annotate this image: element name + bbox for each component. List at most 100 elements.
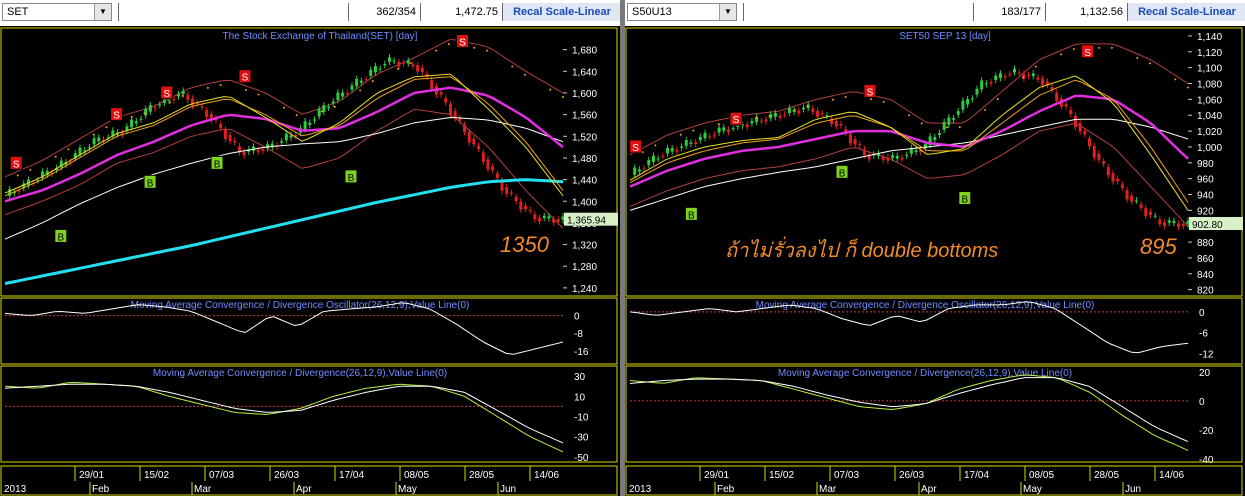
chart-background — [625, 26, 1245, 496]
y-tick-label: 940 — [1197, 191, 1214, 202]
candle-body — [533, 214, 537, 220]
candle-body — [952, 118, 956, 120]
chart-panel-right: S50U13 ▼ 183/177 1,132.56 Recal Scale-Li… — [625, 0, 1245, 496]
candle-body — [439, 92, 443, 95]
osc-tick-label: -16 — [574, 347, 589, 358]
candle-body — [158, 104, 162, 106]
chevron-down-icon[interactable]: ▼ — [94, 4, 111, 20]
signal-marker-s — [110, 107, 124, 122]
date-label: 28/05 — [1094, 470, 1119, 481]
chart-canvas[interactable]: SET50 SEP 13 [day]8208408608809009209409… — [625, 26, 1245, 496]
y-tick-label: 1,560 — [572, 111, 597, 122]
candle-body — [1041, 78, 1045, 86]
candle-body — [561, 216, 565, 220]
candle-body — [378, 68, 382, 70]
recal-scale-button[interactable]: Recal Scale-Linear — [502, 3, 621, 21]
sar-dot — [485, 49, 488, 52]
candle-body — [1130, 195, 1134, 202]
candle-body — [547, 216, 551, 219]
candle-body — [966, 99, 970, 105]
symbol-select[interactable]: SET ▼ — [2, 3, 112, 21]
candle-body — [1106, 167, 1110, 176]
candle-body — [947, 117, 951, 125]
signal-marker-s — [456, 34, 470, 49]
signal-label: S — [459, 38, 466, 49]
candle-body — [1148, 211, 1152, 215]
candle-body — [219, 123, 223, 129]
candle-body — [801, 107, 805, 110]
pane-frame — [625, 297, 1243, 365]
signal-marker-b — [835, 164, 849, 179]
signal-label: S — [733, 115, 740, 126]
sar-dot — [283, 106, 285, 109]
symbol-value: SET — [7, 6, 29, 18]
candle-body — [481, 152, 485, 162]
date-label: 28/05 — [469, 470, 494, 481]
candle-body — [12, 191, 16, 194]
candle-body — [769, 114, 773, 119]
candle-body — [881, 156, 885, 160]
candle-body — [717, 127, 721, 133]
chevron-down-icon[interactable]: ▼ — [719, 4, 736, 20]
candle-body — [811, 108, 815, 113]
candle-body — [956, 111, 960, 115]
candle-body — [787, 108, 791, 114]
sar-dot — [946, 126, 949, 129]
panel-divider[interactable] — [620, 0, 625, 496]
candle-body — [994, 75, 998, 81]
candle-body — [59, 160, 63, 168]
signal-marker-s — [160, 85, 174, 100]
candle-body — [514, 197, 518, 202]
candle-body — [331, 101, 335, 104]
candle-body — [886, 157, 890, 161]
y-tick-label: 1,440 — [572, 176, 597, 187]
candle-body — [825, 115, 829, 117]
candle-body — [797, 110, 801, 114]
sar-dot — [1110, 46, 1113, 49]
candle-body — [205, 110, 209, 118]
sar-dot — [562, 95, 564, 98]
month-label: Apr — [296, 484, 312, 495]
symbol-value: S50U13 — [632, 6, 672, 18]
y-tick-label: 960 — [1197, 175, 1214, 186]
candle-body — [708, 136, 712, 138]
recal-scale-button[interactable]: Recal Scale-Linear — [1127, 3, 1245, 21]
macd-tick-label: -40 — [1199, 455, 1214, 466]
candle-body — [741, 124, 745, 126]
sar-dot — [692, 129, 695, 132]
y-tick-label: 1,240 — [572, 284, 597, 295]
sar-dot — [168, 101, 171, 104]
macd-oscillator-line — [629, 301, 1189, 354]
candle-body — [745, 124, 749, 128]
symbol-select[interactable]: S50U13 ▼ — [627, 3, 737, 21]
macd-oscillator-title: Moving Average Convergence / Divergence … — [131, 300, 470, 311]
macd-tick-label: -20 — [1199, 426, 1214, 437]
chart-canvas[interactable]: The Stock Exchange of Thailand(SET) [day… — [0, 26, 620, 496]
sar-dot — [831, 98, 834, 101]
signal-marker-b — [344, 169, 358, 184]
macd-oscillator-line — [4, 302, 564, 355]
annotation-thai-note: ถ้าไม่รั่วลงไป ก็ double bottoms — [725, 240, 999, 262]
candle-body — [523, 205, 527, 210]
date-label: 07/03 — [834, 470, 859, 481]
signal-label: S — [13, 159, 20, 170]
date-label: 29/01 — [79, 470, 104, 481]
candle-body — [101, 139, 105, 142]
candle-body — [17, 190, 21, 192]
candle-body — [661, 155, 665, 157]
sar-dot — [29, 168, 32, 171]
candle-body — [130, 119, 134, 128]
candle-body — [651, 155, 655, 163]
candle-body — [266, 144, 270, 149]
candle-body — [8, 189, 12, 196]
candle-body — [680, 146, 684, 148]
candle-body — [322, 105, 326, 112]
bars-count: 183/177 — [973, 3, 1045, 21]
date-label: 08/05 — [1029, 470, 1054, 481]
candle-body — [388, 57, 392, 62]
y-tick-label: 1,020 — [1197, 127, 1222, 138]
sar-dot — [654, 144, 657, 147]
y-tick-label: 1,040 — [1197, 111, 1222, 122]
date-label: 26/03 — [274, 470, 299, 481]
sar-dot — [908, 114, 910, 117]
